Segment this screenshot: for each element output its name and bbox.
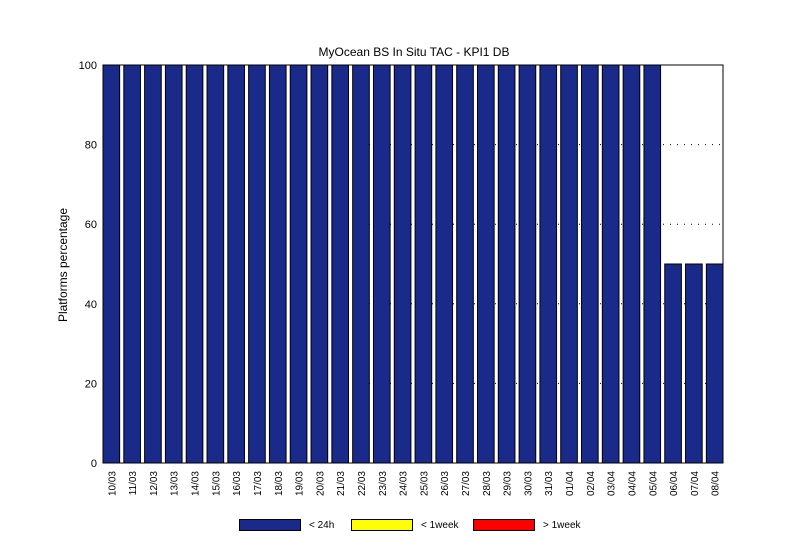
bar-31-03-series-0 (539, 64, 558, 464)
bar-30-03-series-0 (518, 64, 537, 464)
y-tick-label: 100 (79, 60, 97, 72)
x-tick-label: 29/03 (503, 471, 514, 496)
chart-title: MyOcean BS In Situ TAC - KPI1 DB (319, 45, 510, 59)
bar-20-03-series-0 (310, 64, 329, 464)
x-tick-label: 15/03 (211, 471, 222, 496)
bar-25-03-series-0 (414, 64, 433, 464)
x-tick-label: 30/03 (523, 471, 534, 496)
x-tick-label: 02/04 (586, 471, 597, 496)
bar-27-03-series-0 (456, 64, 474, 464)
y-tick-label: 60 (85, 219, 97, 231)
legend-label-lt24h: < 24h (309, 519, 335, 531)
x-tick-label: 17/03 (253, 471, 264, 496)
bar-03-04-series-0 (601, 64, 620, 464)
y-ticks: 0 20 40 60 80 100 (79, 60, 97, 470)
bar-06-04-series-0 (664, 263, 682, 464)
bar-28-03-series-0 (476, 64, 495, 464)
plot-frame (102, 64, 724, 464)
x-tick-label: 19/03 (295, 471, 306, 496)
x-tick-label: 27/03 (461, 471, 472, 496)
x-tick-label: 21/03 (336, 471, 347, 496)
legend-item-lt24h: < 24h (239, 518, 334, 532)
bar-22-03-series-0 (352, 64, 370, 464)
x-tick-label: 25/03 (419, 471, 430, 496)
x-tick-label: 20/03 (315, 471, 326, 496)
bar-18-03-series-0 (268, 64, 287, 464)
legend-swatch-lt1week (351, 519, 413, 531)
x-tick-label: 07/04 (690, 471, 701, 496)
bar-08-04-series-0 (705, 263, 724, 464)
x-tick-label: 04/04 (627, 471, 638, 496)
bar-11-03-series-0 (123, 64, 141, 464)
x-tick-label: 18/03 (274, 471, 285, 496)
bar-17-03-series-0 (248, 64, 266, 464)
bar-24-03-series-0 (393, 64, 412, 464)
x-tick-label: 12/03 (149, 471, 160, 496)
x-tick-label: 13/03 (170, 471, 181, 496)
bar-05-04-series-0 (643, 64, 662, 464)
bar-01-04-series-0 (560, 64, 578, 464)
plot-area (103, 65, 723, 463)
bar-14-03-series-0 (185, 64, 204, 464)
x-tick-label: 06/04 (669, 471, 680, 496)
legend: < 24h < 1week > 1week (0, 518, 799, 538)
legend-swatch-gt1week (473, 519, 535, 531)
x-tick-label: 08/04 (711, 471, 722, 496)
bar-07-04-series-0 (685, 263, 703, 464)
bar-10-03-series-0 (102, 64, 121, 464)
x-tick-label: 31/03 (544, 471, 555, 496)
bar-16-03-series-0 (227, 64, 245, 464)
bar-19-03-series-0 (289, 64, 308, 464)
bar-21-03-series-0 (331, 64, 350, 464)
x-tick-label: 11/03 (128, 471, 139, 496)
legend-swatch-lt24h (239, 519, 301, 531)
y-axis-label: Platforms percentage (56, 208, 70, 322)
bar-26-03-series-0 (435, 64, 454, 464)
x-tick-label: 14/03 (191, 471, 202, 496)
x-tick-label: 01/04 (565, 471, 576, 496)
legend-item-gt1week: > 1week (473, 518, 581, 532)
bar-15-03-series-0 (206, 64, 225, 464)
y-tick-label: 40 (85, 299, 97, 311)
x-tick-label: 22/03 (357, 471, 368, 496)
x-tick-label: 03/04 (607, 471, 618, 496)
bar-04-04-series-0 (622, 64, 641, 464)
x-tick-label: 23/03 (378, 471, 389, 496)
y-tick-label: 20 (85, 378, 97, 390)
x-tick-label: 26/03 (440, 471, 451, 496)
y-tick-label: 0 (91, 458, 97, 470)
legend-item-lt1week: < 1week (351, 518, 459, 532)
legend-label-gt1week: > 1week (543, 519, 581, 531)
bar-13-03-series-0 (164, 64, 183, 464)
y-tick-label: 80 (85, 140, 97, 152)
x-tick-label: 16/03 (232, 471, 243, 496)
bars (102, 64, 724, 464)
x-tick-label: 28/03 (482, 471, 493, 496)
x-tick-label: 10/03 (107, 471, 118, 496)
bar-12-03-series-0 (144, 64, 162, 464)
bar-02-04-series-0 (581, 64, 599, 464)
bar-23-03-series-0 (372, 64, 391, 464)
x-tick-label: 05/04 (648, 471, 659, 496)
x-tick-label: 24/03 (399, 471, 410, 496)
x-ticks: 10/03 11/03 12/03 13/03 14/03 15/03 16/03 17/03… (107, 471, 721, 496)
bar-29-03-series-0 (497, 64, 516, 464)
legend-label-lt1week: < 1week (421, 519, 459, 531)
